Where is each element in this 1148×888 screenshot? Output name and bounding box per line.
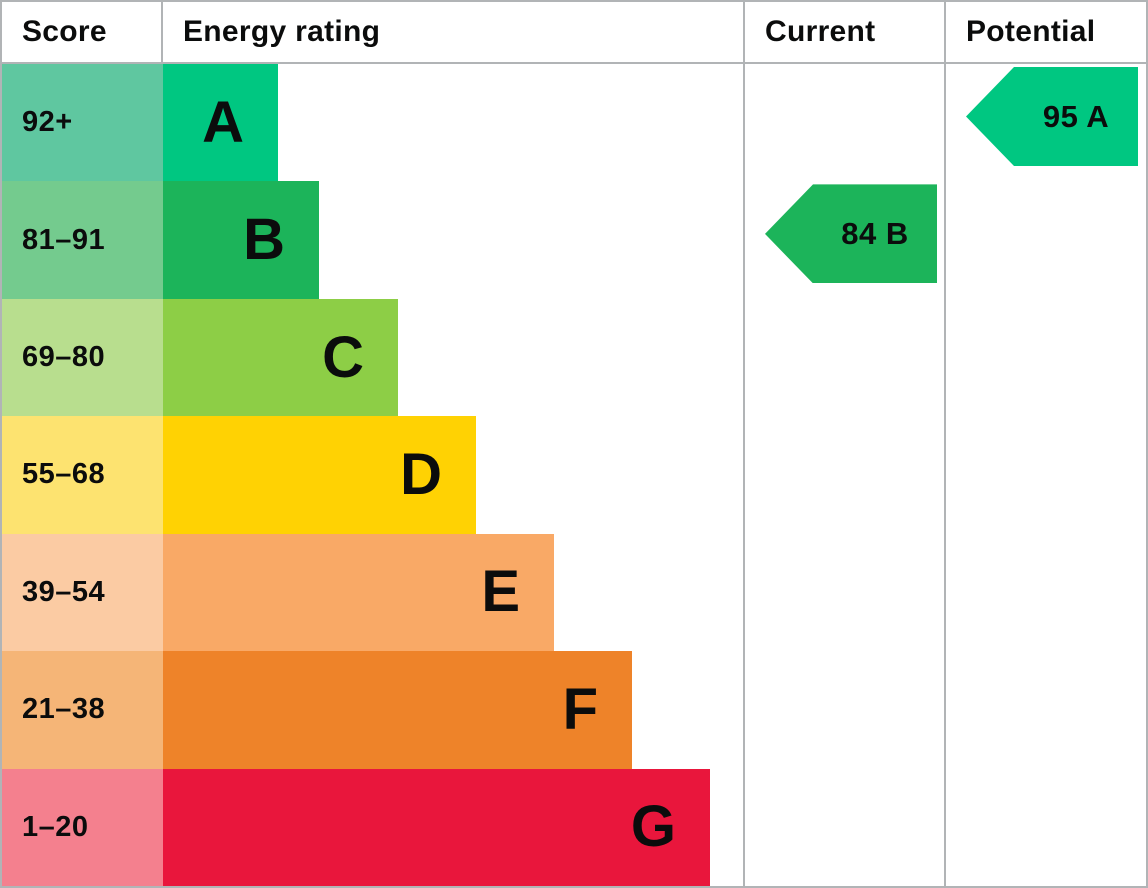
energy-rating-bar-area: F (163, 651, 745, 769)
current-cell (745, 416, 946, 534)
rating-bar: D (163, 416, 476, 534)
energy-rating-bar-area: C (163, 298, 745, 417)
potential-cell (946, 769, 1146, 886)
potential-cell (946, 299, 1146, 416)
energy-rating-bar-area: G (163, 768, 745, 886)
rating-letter: G (630, 794, 676, 860)
current-cell (745, 768, 946, 886)
header-current: Current (745, 2, 946, 64)
rating-bar: F (163, 651, 632, 769)
score-cell: 39–54 (2, 533, 163, 652)
header-energy-rating: Energy rating (163, 2, 745, 64)
rating-bar: B (163, 181, 319, 299)
potential-cell (946, 534, 1146, 651)
rating-letter: A (202, 89, 244, 155)
score-range-label: 1–20 (22, 810, 89, 843)
score-range-label: 39–54 (22, 575, 106, 608)
score-range-label: 92+ (22, 106, 73, 139)
score-range-label: 21–38 (22, 693, 106, 726)
potential-cell (946, 651, 1146, 768)
rating-letter: C (322, 324, 364, 390)
score-range-label: 69–80 (22, 341, 106, 374)
score-cell: 21–38 (2, 651, 163, 769)
current-cell (745, 651, 946, 769)
energy-rating-bar-area: A (163, 64, 745, 182)
energy-rating-bar-area: D (163, 416, 745, 534)
potential-cell: 95 A (946, 64, 1146, 181)
current-cell (745, 533, 946, 652)
score-cell: 1–20 (2, 768, 163, 886)
rating-letter: E (481, 559, 520, 625)
potential-cell (946, 181, 1146, 298)
score-cell: 55–68 (2, 416, 163, 534)
score-cell: 92+ (2, 64, 163, 182)
rating-letter: F (562, 676, 598, 742)
potential-cell (946, 416, 1146, 533)
rating-bar: A (163, 64, 278, 182)
current-cell: 84 B (745, 181, 946, 299)
rating-bar: C (163, 298, 398, 417)
score-cell: 81–91 (2, 181, 163, 299)
current-cell (745, 298, 946, 417)
rating-letter: B (243, 207, 285, 273)
header-potential: Potential (946, 2, 1146, 64)
score-range-label: 55–68 (22, 458, 106, 491)
rating-letter: D (400, 441, 442, 507)
header-score: Score (2, 2, 163, 64)
energy-rating-bar-area: E (163, 533, 745, 652)
score-range-label: 81–91 (22, 223, 106, 256)
rating-bar: G (163, 768, 710, 886)
rating-bar: E (163, 533, 554, 652)
current-rating-arrow: 84 B (765, 184, 937, 284)
potential-rating-arrow: 95 A (966, 67, 1138, 166)
energy-rating-bar-area: B (163, 181, 745, 299)
score-cell: 69–80 (2, 298, 163, 417)
current-cell (745, 64, 946, 182)
